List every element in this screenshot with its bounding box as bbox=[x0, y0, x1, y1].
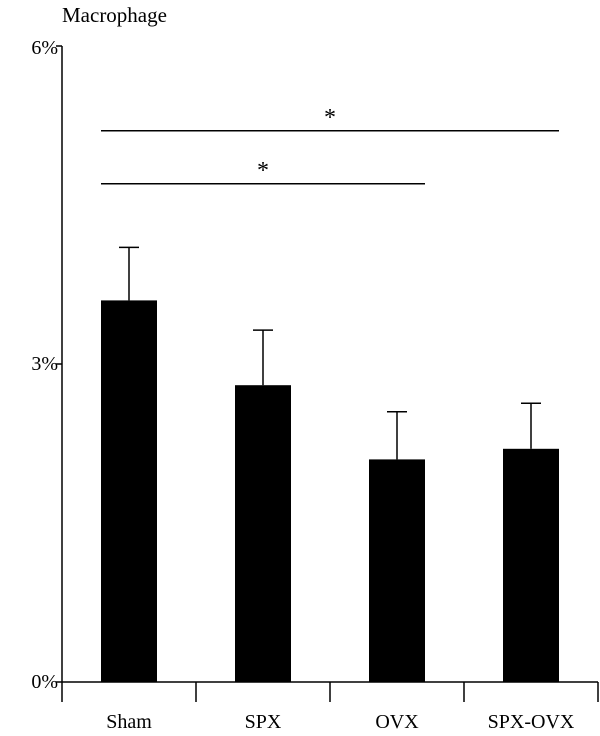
bar bbox=[101, 300, 157, 682]
tick-labels: 0% 3% 6% Sham SPX OVX SPX-OVX bbox=[31, 37, 575, 733]
significance-annotations: ** bbox=[101, 105, 559, 185]
bars bbox=[101, 300, 559, 682]
y-tick-label: 3% bbox=[31, 353, 58, 375]
significance-star: * bbox=[324, 105, 336, 131]
x-tick-label: SPX bbox=[245, 711, 282, 733]
significance-star: * bbox=[257, 158, 269, 184]
bar bbox=[369, 459, 425, 682]
error-bars bbox=[119, 246, 541, 460]
bar bbox=[503, 448, 559, 682]
x-tick-label: OVX bbox=[375, 711, 419, 733]
y-tick-label: 6% bbox=[31, 37, 58, 59]
x-tick-label: Sham bbox=[106, 711, 152, 733]
y-tick-label: 0% bbox=[31, 671, 58, 693]
y-axis-title: Macrophage bbox=[62, 3, 167, 27]
bar bbox=[235, 385, 291, 682]
x-tick-label: SPX-OVX bbox=[488, 711, 575, 733]
